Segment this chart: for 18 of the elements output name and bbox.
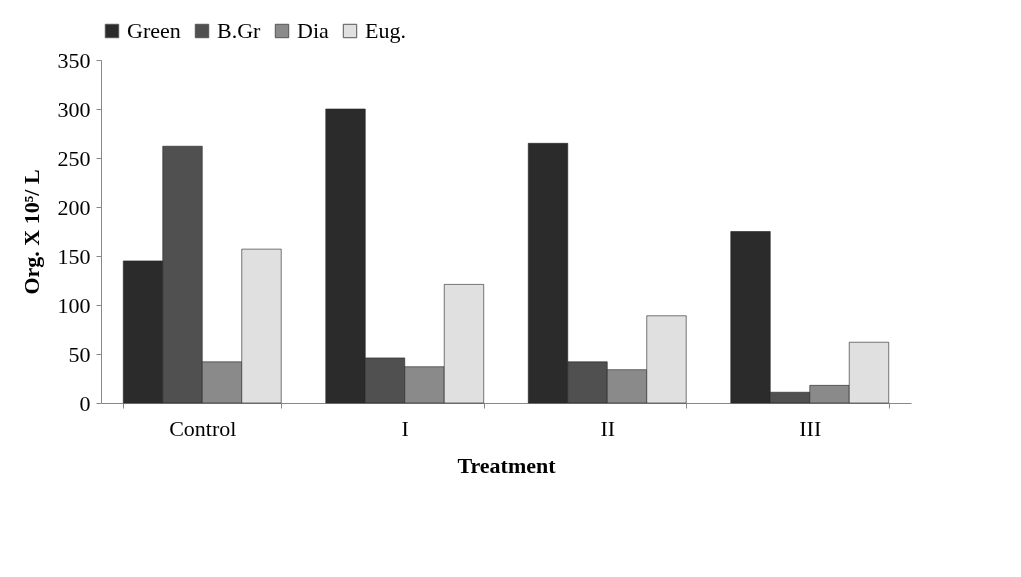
y-tick-label: 300 bbox=[57, 96, 91, 122]
x-tick-label: I bbox=[401, 415, 409, 441]
y-tick-label: 100 bbox=[57, 292, 91, 318]
legend-label: Green bbox=[127, 18, 181, 43]
x-tick-label: III bbox=[799, 415, 822, 441]
x-tick-label: Control bbox=[169, 415, 237, 441]
y-tick-label: 50 bbox=[68, 341, 91, 367]
y-tick-label: 350 bbox=[57, 47, 91, 73]
legend-label: B.Gr bbox=[217, 18, 262, 43]
y-tick-label: 200 bbox=[57, 194, 91, 220]
y-axis-title: Org. X 10⁵/ L bbox=[18, 169, 44, 295]
y-tick-label: 250 bbox=[57, 145, 91, 171]
y-tick-label: 150 bbox=[57, 243, 91, 269]
legend-label: Dia bbox=[297, 18, 329, 43]
x-tick-label: II bbox=[600, 415, 616, 441]
y-tick-label: 0 bbox=[79, 390, 91, 416]
legend-label: Eug. bbox=[365, 18, 406, 43]
x-axis-title: Treatment bbox=[457, 452, 557, 478]
